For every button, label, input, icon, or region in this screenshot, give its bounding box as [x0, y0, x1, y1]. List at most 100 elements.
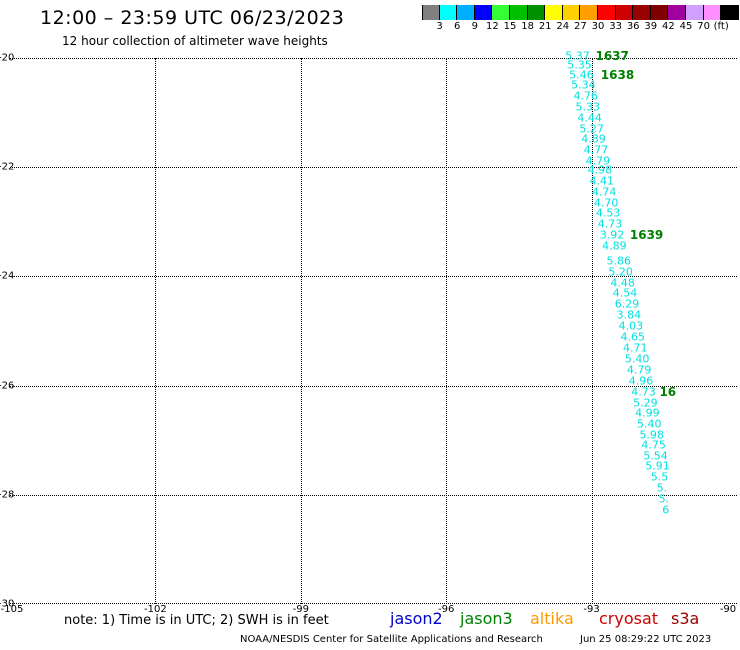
colorbar-label: 18	[521, 21, 534, 32]
colorbar-label: (ft)	[713, 21, 729, 32]
latitude-tick-label: -28	[0, 489, 15, 501]
map-plot-area	[10, 58, 737, 604]
wave-height-value: 4.54	[612, 286, 638, 300]
colorbar-swatch	[615, 5, 634, 20]
wave-height-value: 6	[662, 503, 670, 517]
colorbar-label: 45	[679, 21, 693, 32]
colorbar-swatch	[562, 5, 581, 20]
wave-height-value: 3.92	[599, 228, 625, 242]
longitude-tick-label: -90	[719, 604, 737, 615]
wave-height-value: 5.86	[606, 254, 631, 268]
colorbar-swatch	[457, 5, 475, 20]
gridline-latitude	[10, 385, 737, 387]
wave-height-value: 4.41	[589, 174, 615, 188]
latitude-tick-label: -22	[0, 161, 15, 173]
wave-height-value: 4.75	[641, 438, 666, 452]
gridline-latitude	[10, 167, 737, 169]
wave-height-value: 6.29	[614, 297, 640, 311]
wave-height-value: 5.91	[645, 459, 670, 473]
wave-height-value: 5.29	[633, 396, 658, 410]
wave-height-value: 5.98	[639, 428, 664, 442]
colorbar-label: 30	[591, 21, 605, 32]
wave-height-value: 4.03	[618, 319, 644, 333]
wave-height-value: 5.54	[643, 449, 668, 463]
colorbar-label: 24	[556, 21, 570, 32]
wave-height-value: 5.	[658, 492, 670, 506]
colorbar-swatch	[580, 5, 598, 20]
colorbar-label: 39	[644, 21, 658, 32]
wave-height-value: 4.48	[610, 276, 635, 290]
gridline-latitude	[10, 494, 737, 496]
gridline-longitude	[446, 58, 448, 604]
colorbar-label: 21	[538, 21, 552, 32]
map-title: 12:00 – 23:59 UTC 06/23/2023	[40, 7, 345, 29]
wave-height-value: 5.	[656, 481, 668, 495]
wave-height-value: 4.65	[620, 330, 646, 344]
colorbar-label: 33	[609, 21, 622, 32]
map-subtitle: 12 hour collection of altimeter wave hei…	[62, 34, 328, 48]
longitude-tick-label: -105	[0, 604, 24, 615]
colorbar-swatch	[527, 5, 546, 20]
colorbar-label: 12	[486, 21, 499, 32]
pass-number-label: 16	[659, 384, 677, 399]
units-note: note: 1) Time is in UTC; 2) SWH is in fe…	[64, 613, 329, 628]
wave-height-value: 4.76	[573, 89, 599, 103]
wave-height-value: 5.37	[565, 49, 590, 63]
legend-item-s3a: s3a	[671, 609, 700, 628]
wave-height-colorbar	[422, 5, 739, 20]
colorbar-swatch	[685, 5, 704, 20]
colorbar-label: 70	[697, 21, 710, 32]
wave-height-value: 4.77	[583, 143, 609, 157]
legend-item-altika: altika	[530, 609, 574, 628]
wave-height-value: 5.20	[608, 265, 633, 279]
wave-height-value: 4.79	[585, 154, 611, 168]
wave-height-value: 4.73	[631, 385, 656, 399]
pass-number-label: 1637	[595, 48, 629, 63]
wave-height-value: 4.74	[591, 185, 617, 199]
colorbar-swatch	[509, 5, 528, 20]
legend-item-cryosat: cryosat	[599, 609, 659, 628]
wave-height-value: 4.98	[587, 163, 613, 177]
colorbar-swatch	[633, 5, 651, 20]
wave-height-value: 5.5	[650, 470, 669, 484]
wave-height-value: 4.71	[622, 341, 648, 355]
wave-height-value: 5.46	[569, 68, 594, 82]
colorbar-swatch	[545, 5, 563, 20]
gridline-longitude	[155, 58, 157, 604]
wave-height-value: 4.89	[602, 239, 627, 253]
colorbar-label: 36	[626, 21, 640, 32]
wave-height-value: 5.34	[571, 78, 596, 92]
latitude-tick-label: -26	[0, 380, 15, 392]
colorbar-swatch	[474, 5, 493, 20]
pass-number-label: 1638	[600, 67, 635, 82]
latitude-tick-label: -20	[0, 52, 15, 64]
wave-height-value: 5.40	[637, 417, 662, 431]
wave-height-value: 3.84	[616, 308, 642, 322]
colorbar-label: 42	[662, 21, 675, 32]
colorbar-swatch	[422, 5, 440, 20]
colorbar-label: 6	[454, 21, 461, 32]
wave-height-value: 4.79	[626, 363, 652, 377]
longitude-tick-label: -99	[292, 604, 309, 615]
colorbar-swatch	[721, 5, 739, 20]
wave-height-value: 4.99	[635, 406, 660, 420]
colorbar-swatch	[668, 5, 686, 20]
latitude-tick-label: -30	[0, 598, 15, 610]
latitude-tick-label: -24	[0, 270, 15, 282]
wave-height-value: 4.96	[628, 374, 654, 388]
colorbar-swatch	[650, 5, 669, 20]
gridline-latitude	[10, 276, 737, 278]
legend-item-jason3: jason3	[460, 609, 513, 628]
colorbar-label: 27	[574, 21, 587, 32]
wave-height-value: 4.70	[593, 196, 619, 210]
wave-height-value: 4.53	[595, 206, 621, 220]
gridline-longitude	[591, 58, 593, 604]
longitude-tick-label: -93	[583, 604, 600, 615]
longitude-tick-label: -102	[144, 604, 167, 615]
wave-height-value: 4.73	[597, 217, 623, 231]
wave-height-value: 5.27	[579, 122, 604, 136]
wave-height-value: 5.40	[624, 352, 650, 366]
colorbar-label: 9	[471, 21, 478, 32]
colorbar-swatch	[597, 5, 616, 20]
colorbar-swatch	[439, 5, 458, 20]
